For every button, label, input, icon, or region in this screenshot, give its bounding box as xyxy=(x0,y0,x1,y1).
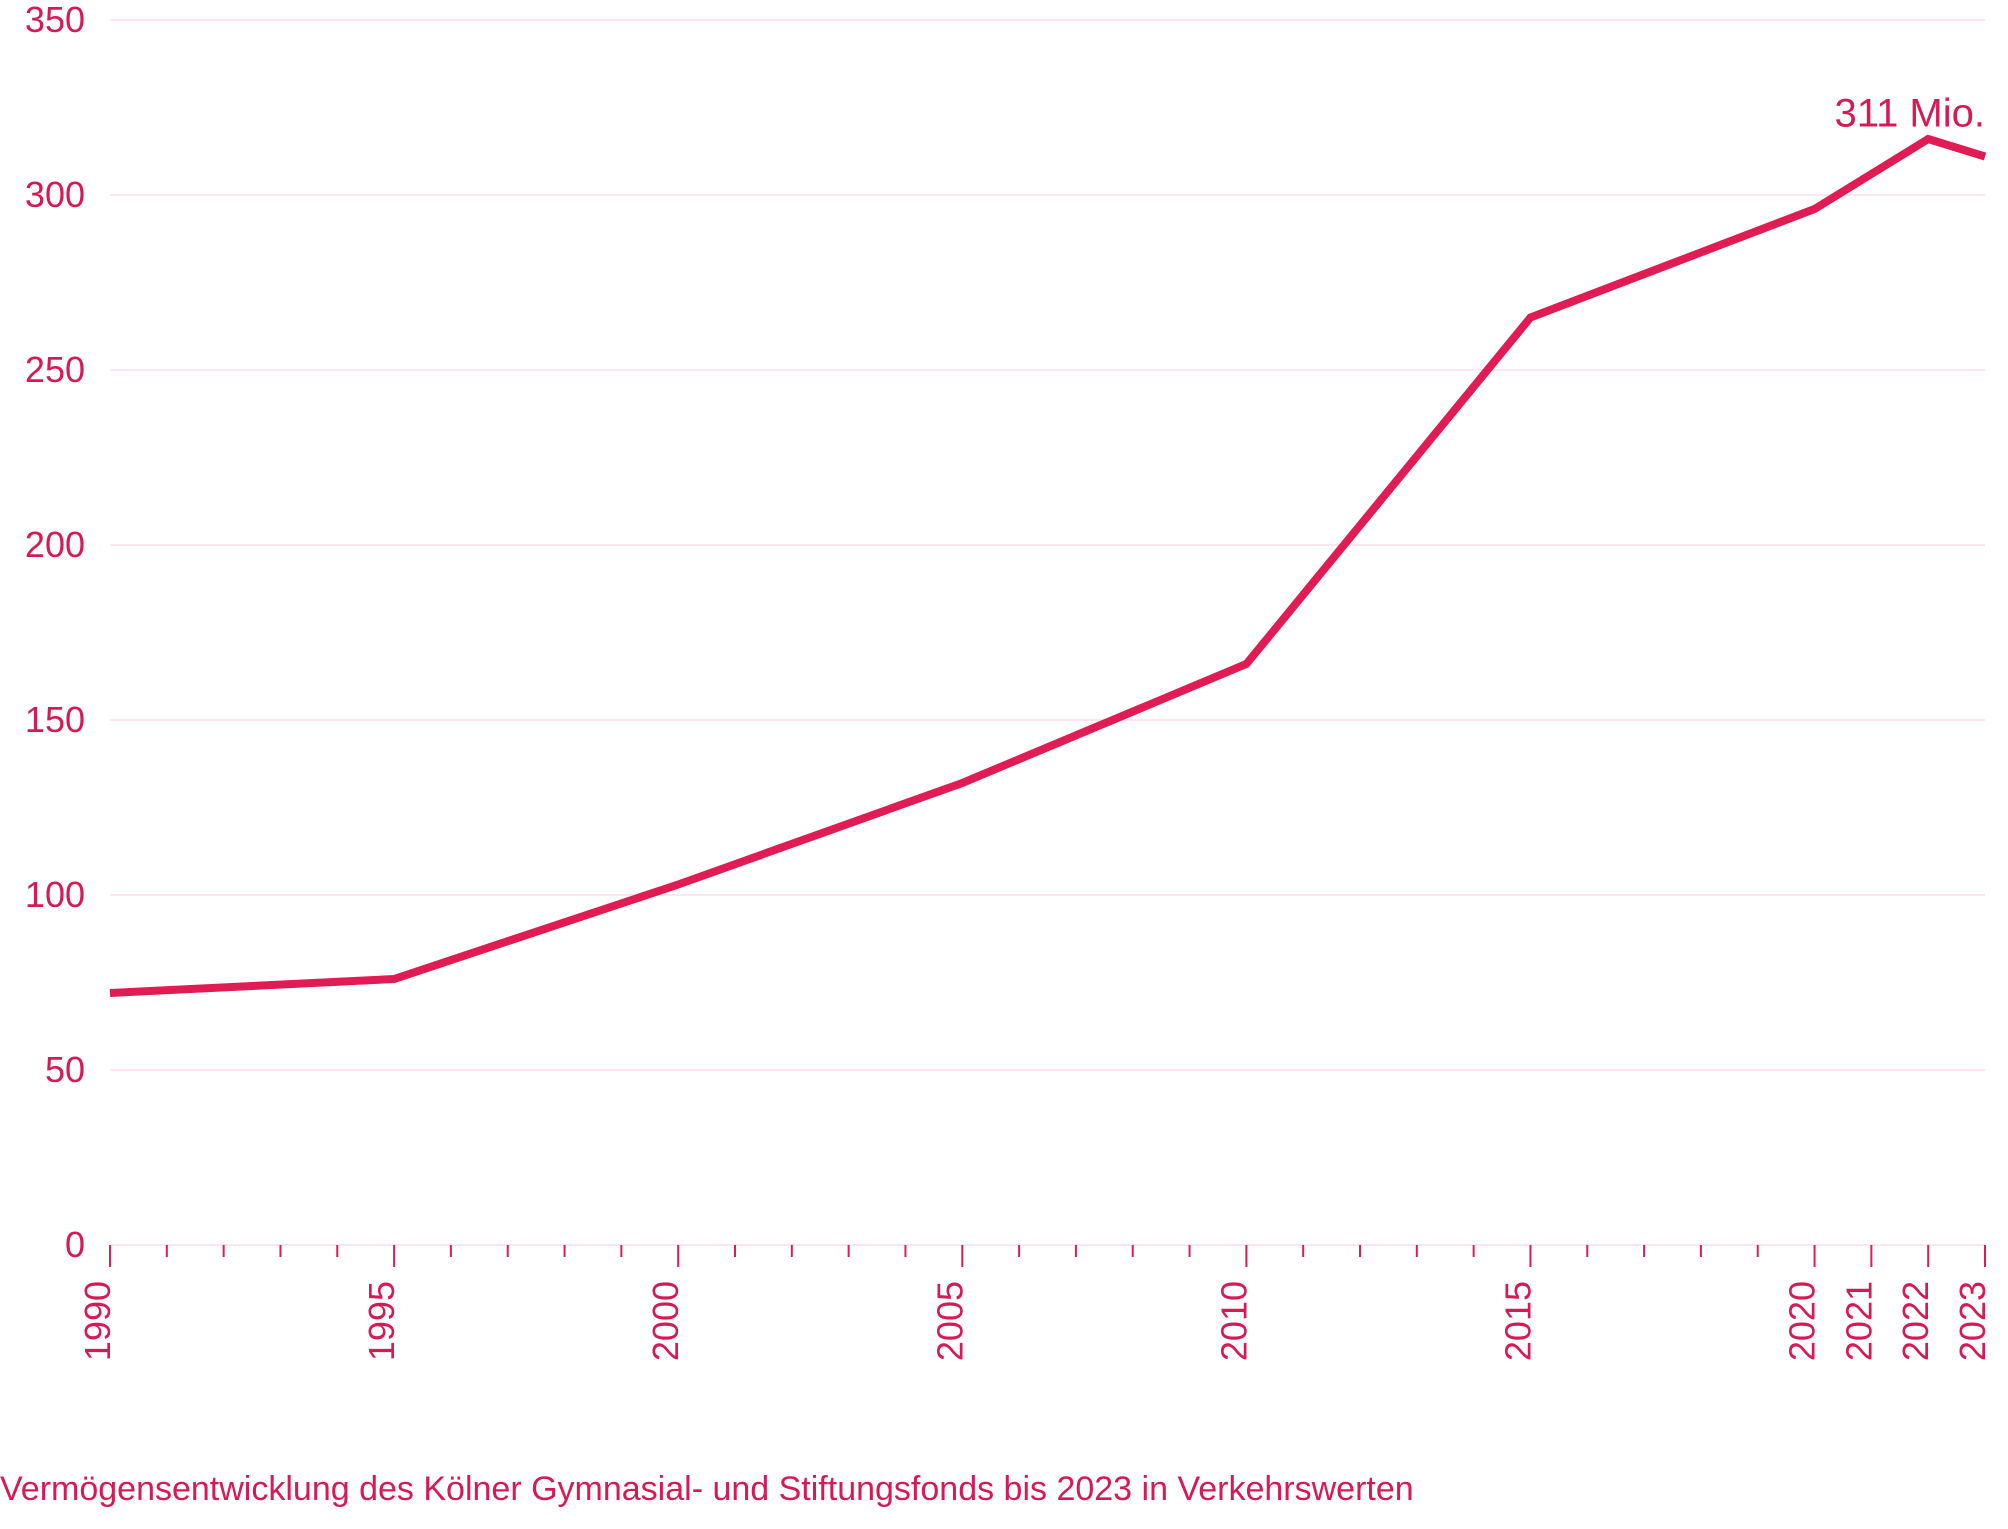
x-tick-label: 2022 xyxy=(1895,1281,1936,1361)
y-tick-label: 300 xyxy=(25,174,85,215)
line-chart: 0 50 100 150 200 250 300 350 1990 1995 2000 2005 201… xyxy=(0,0,2008,1524)
y-tick-label: 100 xyxy=(25,874,85,915)
x-tick-label: 2023 xyxy=(1952,1281,1993,1361)
y-tick-label: 350 xyxy=(25,0,85,40)
x-tick-label: 2010 xyxy=(1213,1281,1254,1361)
y-tick-label: 200 xyxy=(25,524,85,565)
chart-caption: Vermögensentwicklung des Kölner Gymnasia… xyxy=(0,1470,1414,1508)
x-tick-label: 2021 xyxy=(1838,1281,1879,1361)
x-tick-label: 1995 xyxy=(361,1281,402,1361)
x-tick-label: 2000 xyxy=(645,1281,686,1361)
y-tick-label: 0 xyxy=(65,1224,85,1265)
x-tick-label: 2020 xyxy=(1782,1281,1823,1361)
x-tick-label: 2015 xyxy=(1497,1281,1538,1361)
y-tick-label: 150 xyxy=(25,699,85,740)
annotation-label: 311 Mio. xyxy=(1835,92,1985,136)
y-tick-label: 50 xyxy=(45,1049,85,1090)
x-tick-label: 1990 xyxy=(77,1281,118,1361)
chart-container: 0 50 100 150 200 250 300 350 1990 1995 2000 2005 201… xyxy=(0,0,2008,1524)
x-tick-label: 2005 xyxy=(929,1281,970,1361)
y-tick-label: 250 xyxy=(25,349,85,390)
